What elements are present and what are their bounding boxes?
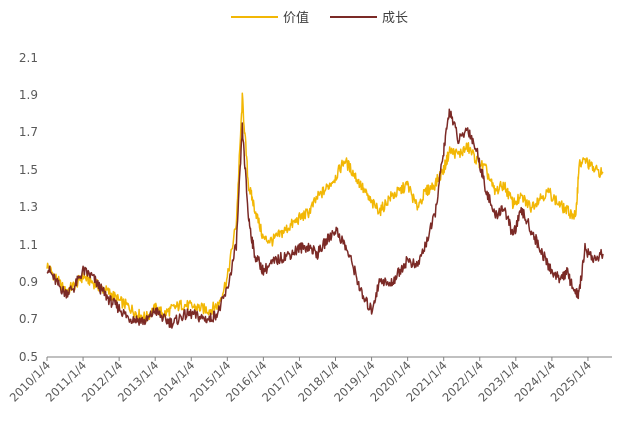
y-tick-label: 1.7 xyxy=(19,125,38,139)
legend-item-growth: 成长 xyxy=(330,11,408,26)
y-tick-label: 1.9 xyxy=(19,88,38,102)
y-tick-label: 1.1 xyxy=(19,238,38,252)
legend-label-growth: 成长 xyxy=(382,11,408,26)
y-tick-label: 1.3 xyxy=(19,200,38,214)
y-tick-label: 0.5 xyxy=(19,350,38,364)
y-tick-label: 2.1 xyxy=(19,51,38,65)
y-tick-label: 1.5 xyxy=(19,163,38,177)
y-tick-label: 0.9 xyxy=(19,275,38,289)
series-line-value xyxy=(46,92,604,322)
legend-item-value: 价值 xyxy=(231,10,309,26)
x-axis: 2010/1/42011/1/42012/1/42013/1/42014/1/4… xyxy=(7,356,612,405)
series-group xyxy=(46,92,604,329)
legend: 价值 成长 xyxy=(231,10,408,26)
legend-label-value: 价值 xyxy=(283,10,309,26)
y-axis: 0.5 0.7 0.9 1.1 1.3 1.5 1.7 1.9 2.1 xyxy=(19,51,38,364)
series-line-growth xyxy=(46,108,604,329)
y-tick-label: 0.7 xyxy=(19,312,38,326)
